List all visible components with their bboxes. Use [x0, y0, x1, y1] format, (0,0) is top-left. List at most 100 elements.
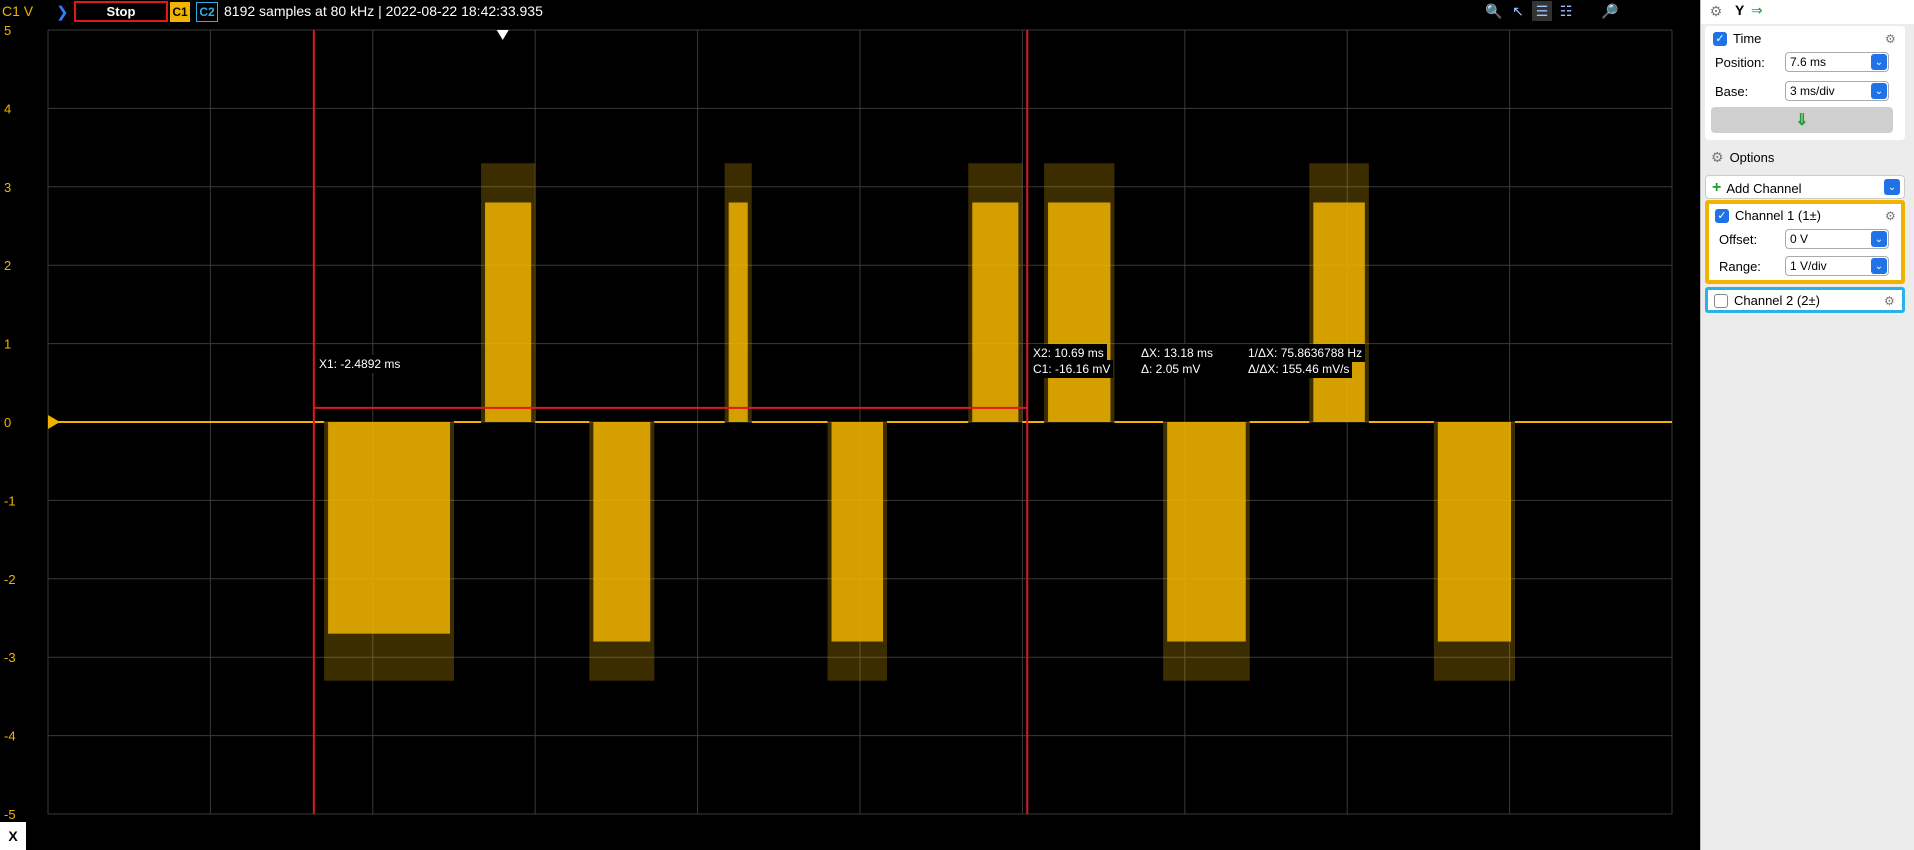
x-tick-label: -4.4 ms — [189, 820, 233, 822]
x-tick-label: 7.6 ms — [840, 820, 880, 822]
y-tick-label: -1 — [4, 493, 16, 508]
channel2-toggle[interactable]: C2 — [196, 2, 218, 22]
vertical-cursor-icon[interactable]: ☷ — [1559, 2, 1573, 19]
x-tick-label: 19.6 ms — [1486, 820, 1533, 822]
y-tick-label: 3 — [4, 180, 11, 195]
channel2-gear-icon[interactable]: ⚙ — [1884, 294, 1895, 308]
cursor-c1-readout: C1: -16.16 mV — [1030, 360, 1114, 378]
zoom-to-fit-icon[interactable]: 🔍 — [1485, 2, 1503, 19]
time-box: ✓ Time ⚙ Position: 7.6 ms ⌄ Base: 3 ms/d… — [1705, 26, 1905, 140]
channel1-label: Channel 1 (1±) — [1735, 208, 1821, 223]
settings-gear-icon[interactable]: ⚙ — [1709, 3, 1723, 19]
x-axis-bar — [0, 822, 1700, 850]
trace-pulse — [328, 422, 450, 634]
chevron-down-icon[interactable]: ⌄ — [1871, 83, 1887, 99]
apply-down-arrow-button[interactable]: ⇓ — [1711, 107, 1893, 133]
trace-pulse — [831, 422, 884, 642]
trace-pulse — [593, 422, 651, 642]
channel2-box: Channel 2 (2±) ⚙ — [1705, 287, 1905, 313]
chevron-down-icon[interactable]: ⌄ — [1884, 179, 1900, 195]
trace-pulse — [972, 202, 1019, 422]
add-channel-row[interactable]: + Add Channel ⌄ — [1705, 175, 1905, 199]
position-label: Position: — [1715, 55, 1765, 70]
cursor-x1-readout: X1: -2.4892 ms — [316, 355, 404, 373]
options-gear-icon[interactable]: ⚙ — [1711, 149, 1724, 165]
range-label: Range: — [1719, 259, 1761, 274]
offset-value: 0 V — [1790, 232, 1809, 246]
run-arrow-icon[interactable]: ❯ — [56, 4, 69, 21]
chevron-down-icon[interactable]: ⌄ — [1871, 258, 1887, 274]
cursor-x2-readout: X2: 10.69 ms — [1030, 344, 1107, 362]
x-tick-label: 16.6 ms — [1324, 820, 1371, 822]
panel-header: ⚙ Y ⇒ — [1701, 0, 1914, 24]
channel2-label: Channel 2 (2±) — [1734, 293, 1820, 308]
channel1-checkbox[interactable]: ✓ — [1715, 208, 1729, 223]
cursor-dx-readout: ΔX: 13.18 ms — [1138, 344, 1217, 362]
time-checkbox[interactable]: ✓ — [1713, 31, 1727, 46]
trace-pulse — [485, 202, 532, 422]
acquisition-info: 8192 samples at 80 kHz | 2022-08-22 18:4… — [224, 3, 543, 19]
x-tick-label: -7.4 ms — [26, 820, 70, 822]
y-tick-label: 1 — [4, 337, 11, 352]
plus-icon[interactable]: + — [1712, 179, 1722, 196]
top-toolbar: C1 V ❯ Stop C1 C2 8192 samples at 80 kHz… — [0, 0, 1700, 24]
plot-area[interactable]: -7.4 ms -4.4 ms -1.4 ms 1.6 ms 4.6 ms 7.6 ms 1… — [0, 24, 1700, 822]
time-gear-icon[interactable]: ⚙ — [1885, 32, 1896, 46]
offset-label: Offset: — [1719, 232, 1758, 247]
y-tick-label: 2 — [4, 258, 11, 273]
channel1-toggle[interactable]: C1 — [170, 2, 190, 22]
settings-panel: ⚙ Y ⇒ ✓ Time ⚙ Position: 7.6 ms ⌄ Base: … — [1700, 0, 1914, 850]
stop-button[interactable]: Stop — [74, 1, 168, 22]
channel1-gear-icon[interactable]: ⚙ — [1885, 209, 1896, 223]
x-tick-label: 13.6 ms — [1162, 820, 1209, 822]
zoom-icon[interactable]: 🔎 — [1601, 2, 1619, 19]
time-header[interactable]: ✓ Time — [1713, 31, 1761, 46]
add-channel-content: + Add Channel — [1712, 179, 1802, 197]
y-tick-label: -3 — [4, 650, 16, 665]
cursor-icon[interactable]: ↖ — [1512, 2, 1524, 19]
base-value: 3 ms/div — [1790, 84, 1835, 98]
trace-pulse — [1313, 202, 1365, 422]
range-value: 1 V/div — [1790, 259, 1827, 273]
arrow-right-icon[interactable]: ⇒ — [1751, 2, 1763, 18]
y-tick-label: 5 — [4, 24, 11, 38]
x-tick-label: 1.6 ms — [516, 820, 556, 822]
chevron-down-icon[interactable]: ⌄ — [1871, 54, 1887, 70]
y-tick-label: -5 — [4, 807, 16, 822]
x-tick-label: -1.4 ms — [351, 820, 395, 822]
horizontal-cursor-icon[interactable]: ☰ — [1532, 1, 1552, 21]
y-axis-toggle[interactable]: Y — [1735, 2, 1745, 18]
base-select[interactable]: 3 ms/div ⌄ — [1785, 81, 1889, 101]
x-tick-label: 10.6 ms — [999, 820, 1046, 822]
position-select[interactable]: 7.6 ms ⌄ — [1785, 52, 1889, 72]
y-unit-label: C1 V — [2, 3, 34, 19]
range-select[interactable]: 1 V/div ⌄ — [1785, 256, 1889, 276]
y-tick-label: 4 — [4, 101, 11, 116]
channel1-box: ✓ Channel 1 (1±) ⚙ Offset: 0 V ⌄ Range: … — [1705, 200, 1905, 284]
cursor-dy-readout: Δ: 2.05 mV — [1138, 360, 1204, 378]
cursor-inv-dx-readout: 1/ΔX: 75.8636788 Hz — [1245, 344, 1366, 362]
x-tick-label: 22.6 ms — [1649, 820, 1696, 822]
channel1-header[interactable]: ✓ Channel 1 (1±) — [1715, 208, 1821, 223]
y-tick-label: -4 — [4, 729, 16, 744]
y-tick-label: 0 — [4, 415, 11, 430]
waveform-plot[interactable]: -7.4 ms -4.4 ms -1.4 ms 1.6 ms 4.6 ms 7.6 ms 1… — [0, 24, 1700, 822]
add-channel-label: Add Channel — [1726, 180, 1802, 196]
options-row[interactable]: ⚙ Options — [1711, 149, 1774, 166]
x-axis-mode-button[interactable]: X — [0, 822, 26, 850]
options-label: Options — [1729, 150, 1775, 165]
trace-pulse — [1437, 422, 1512, 642]
trace-pulse — [1048, 202, 1111, 422]
channel2-checkbox[interactable] — [1714, 293, 1728, 308]
channel2-header[interactable]: Channel 2 (2±) — [1714, 293, 1820, 308]
chevron-down-icon[interactable]: ⌄ — [1871, 231, 1887, 247]
trace-pulse — [728, 202, 748, 422]
x-tick-label: 4.6 ms — [678, 820, 718, 822]
base-label: Base: — [1715, 84, 1749, 99]
offset-select[interactable]: 0 V ⌄ — [1785, 229, 1889, 249]
trigger-marker-icon — [496, 30, 509, 40]
time-label: Time — [1733, 31, 1762, 46]
trace-pulse — [1167, 422, 1246, 642]
cursor-dydx-readout: Δ/ΔX: 155.46 mV/s — [1245, 360, 1353, 378]
